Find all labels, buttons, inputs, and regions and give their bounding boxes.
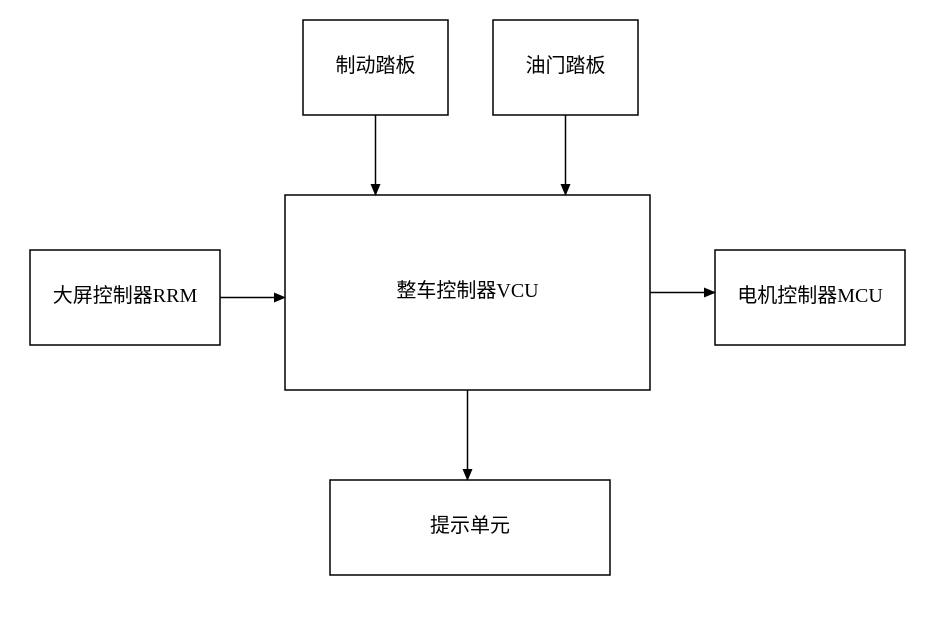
label-vcu: 整车控制器VCU — [396, 279, 539, 302]
label-mcu: 电机控制器MCU — [737, 284, 883, 307]
label-accel-pedal: 油门踏板 — [526, 54, 606, 77]
block-diagram: 制动踏板 油门踏板 大屏控制器RRM 整车控制器VCU 电机控制器MCU 提示单… — [0, 0, 928, 633]
label-brake-pedal: 制动踏板 — [336, 54, 416, 77]
label-prompt: 提示单元 — [430, 514, 510, 537]
label-rrm: 大屏控制器RRM — [53, 284, 198, 307]
